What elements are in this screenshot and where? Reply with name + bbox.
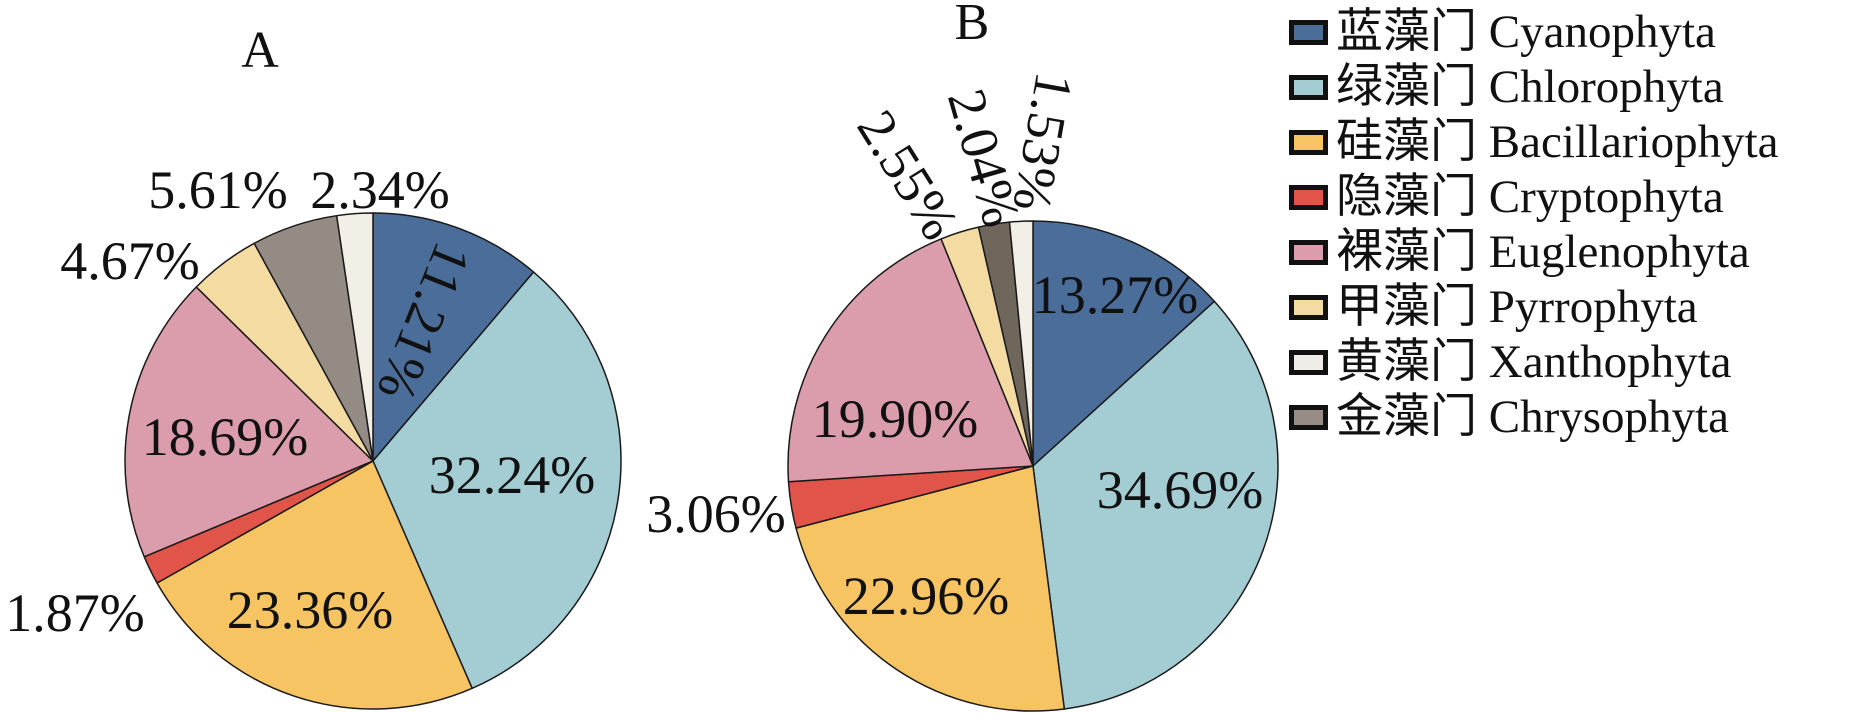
pie-b-slice-chlorophyta xyxy=(1032,300,1279,710)
pie-a-label-bacillariophyta: 23.36% xyxy=(227,580,393,640)
legend-label-xanthophyta: 黄藻门 Xanthophyta xyxy=(1336,336,1732,388)
pie-a-label-cryptophyta: 1.87% xyxy=(5,583,144,643)
legend-item-cyanophyta: 蓝藻门 Cyanophyta xyxy=(1289,5,1778,60)
pie-b-slice-euglenophyta xyxy=(787,238,1034,483)
pie-b-slice-xanthophyta xyxy=(1008,220,1034,467)
pie-a-label-xanthophyta: 2.34% xyxy=(310,160,449,220)
legend-item-euglenophyta: 裸藻门 Euglenophyta xyxy=(1289,225,1778,280)
pie-b-label-xanthophyta: 1.53% xyxy=(1001,68,1084,216)
legend-swatch-cryptophyta xyxy=(1289,185,1328,210)
legend-label-bacillariophyta: 硅藻门 Bacillariophyta xyxy=(1336,116,1779,168)
pie-b-label-chlorophyta: 34.69% xyxy=(1097,460,1263,520)
legend-label-chlorophyta: 绿藻门 Chlorophyta xyxy=(1336,61,1724,113)
legend-swatch-pyrrophyta xyxy=(1289,295,1328,320)
pie-a-slice-euglenophyta xyxy=(124,286,374,558)
pie-a-label-chlorophyta: 32.24% xyxy=(429,445,595,505)
legend-swatch-bacillariophyta xyxy=(1289,130,1328,155)
pie-b-label-euglenophyta: 19.90% xyxy=(812,389,978,449)
pie-b-label-cyanophyta: 13.27% xyxy=(1032,265,1198,325)
legend-swatch-cyanophyta xyxy=(1289,20,1328,45)
legend-swatch-chrysophyta xyxy=(1289,405,1328,430)
pie-a-slice-xanthophyta xyxy=(335,212,374,462)
pie-b-slice-cyanophyta xyxy=(1032,220,1216,467)
pie-a-slice-chlorophyta xyxy=(372,271,622,690)
legend-label-chrysophyta: 金藻门 Chrysophyta xyxy=(1336,391,1729,443)
legend-label-cryptophyta: 隐藻门 Cryptophyta xyxy=(1336,171,1724,223)
legend-label-pyrrophyta: 甲藻门 Pyrrophyta xyxy=(1336,281,1698,333)
pie-b-label-bacillariophyta: 22.96% xyxy=(843,566,1009,626)
pie-a-label-euglenophyta: 18.69% xyxy=(142,407,308,467)
legend-label-cyanophyta: 蓝藻门 Cyanophyta xyxy=(1336,6,1716,58)
legend-swatch-chlorophyta xyxy=(1289,75,1328,100)
legend-item-pyrrophyta: 甲藻门 Pyrrophyta xyxy=(1289,280,1778,335)
pie-a-label-chrysophyta: 5.61% xyxy=(148,160,287,220)
pie-a-slice-bacillariophyta xyxy=(156,460,473,710)
legend-swatch-euglenophyta xyxy=(1289,240,1328,265)
pie-a-slice-cyanophyta xyxy=(372,212,535,462)
pie-b-title: B xyxy=(954,0,990,51)
pie-b-slice-bacillariophyta xyxy=(795,465,1066,712)
legend-item-chrysophyta: 金藻门 Chrysophyta xyxy=(1289,390,1778,445)
pie-a-title: A xyxy=(241,22,279,79)
legend-item-chlorophyta: 绿藻门 Chlorophyta xyxy=(1289,60,1778,115)
legend-item-cryptophyta: 隐藻门 Cryptophyta xyxy=(1289,170,1778,225)
legend-item-xanthophyta: 黄藻门 Xanthophyta xyxy=(1289,335,1778,390)
pie-b-label-cryptophyta: 3.06% xyxy=(646,484,785,544)
legend: 蓝藻门 Cyanophyta 绿藻门 Chlorophyta 硅藻门 Bacilla… xyxy=(1289,5,1778,445)
legend-swatch-xanthophyta xyxy=(1289,350,1328,375)
pie-a-label-pyrrophyta: 4.67% xyxy=(60,231,199,291)
legend-label-euglenophyta: 裸藻门 Euglenophyta xyxy=(1336,226,1750,278)
legend-item-bacillariophyta: 硅藻门 Bacillariophyta xyxy=(1289,115,1778,170)
